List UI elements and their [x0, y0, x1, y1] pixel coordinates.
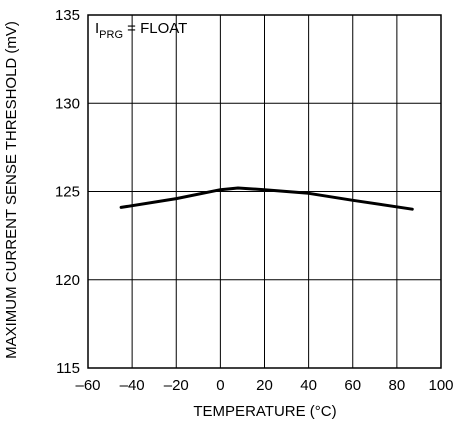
condition-annotation: IPRG = FLOAT: [95, 20, 187, 41]
x-tick-label: 40: [300, 377, 317, 394]
y-tick-label: 135: [55, 7, 80, 24]
x-axis-title: TEMPERATURE (°C): [193, 403, 336, 420]
y-tick-label: 125: [55, 184, 80, 201]
series-line: [119, 186, 414, 211]
annotation-main: I: [95, 20, 99, 37]
grid: [88, 15, 441, 368]
x-tick-label: 60: [344, 377, 361, 394]
series-group: [119, 186, 414, 211]
x-tick-label: 100: [428, 377, 453, 394]
y-axis-title: MAXIMUM CURRENT SENSE THRESHOLD (mV): [3, 21, 20, 359]
y-tick-labels: 115 120 125 130 135: [55, 7, 80, 377]
annotation-subscript: PRG: [99, 29, 123, 41]
x-tick-label: –20: [164, 377, 189, 394]
x-tick-label: –40: [120, 377, 145, 394]
x-tick-label: –60: [75, 377, 100, 394]
y-tick-label: 120: [55, 272, 80, 289]
x-tick-label: 80: [389, 377, 406, 394]
x-tick-label: 20: [256, 377, 273, 394]
x-tick-label: 0: [216, 377, 224, 394]
y-tick-label: 115: [56, 360, 80, 377]
x-tick-labels: –60 –40 –20 0 20 40 60 80 100: [75, 377, 453, 394]
plot-frame: [87, 14, 442, 369]
annotation-rest: = FLOAT: [123, 20, 187, 37]
y-tick-label: 130: [55, 95, 80, 112]
